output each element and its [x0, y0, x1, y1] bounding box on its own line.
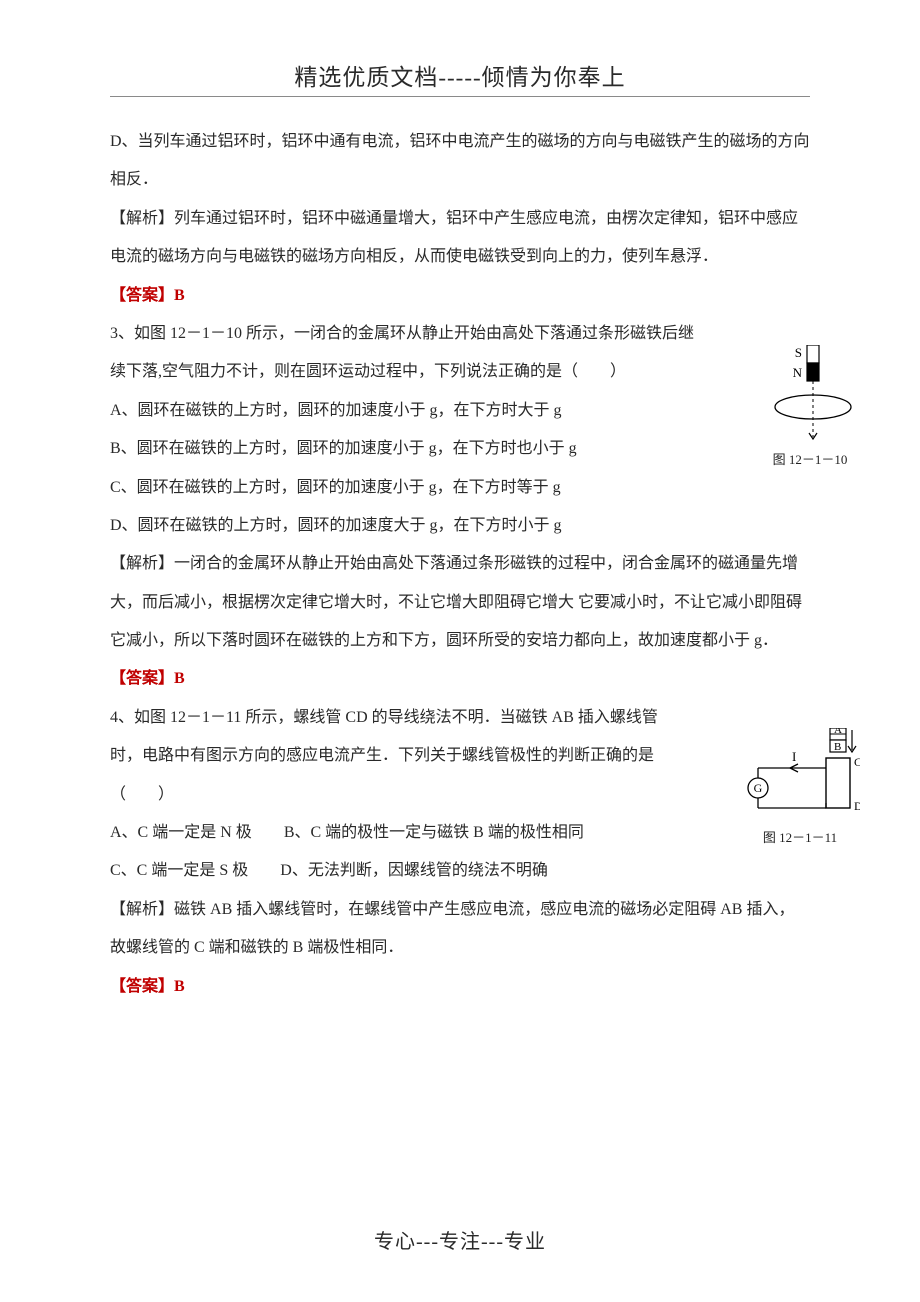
magnet-ring-icon: S N [760, 345, 860, 445]
q4-answer-value: B [174, 978, 185, 995]
page-header-title: 精选优质文档-----倾情为你奉上 [110, 58, 810, 92]
q3-option-c: C、圆环在磁铁的上方时，圆环的加速度小于 g，在下方时等于 g [110, 469, 810, 507]
q2-answer: 【答案】B [110, 277, 810, 315]
q4-stem: 4、如图 12－1－11 所示，螺线管 CD 的导线绕法不明．当磁铁 AB 插入… [110, 699, 810, 814]
header-rule [110, 96, 810, 97]
q4-option-d: D、无法判断，因螺线管的绕法不明确 [280, 862, 548, 879]
q3-analysis-label: 【解析】 [110, 555, 174, 572]
magnet-n-label: N [793, 365, 803, 380]
q4-option-c: C、C 端一定是 S 极 [110, 862, 248, 879]
q3-answer: 【答案】B [110, 660, 810, 698]
q3-option-a: A、圆环在磁铁的上方时，圆环的加速度小于 g，在下方时大于 g [110, 392, 810, 430]
q3-answer-value: B [174, 670, 185, 687]
q4-option-a: A、C 端一定是 N 极 [110, 824, 252, 841]
q3-answer-label: 【答案】 [110, 670, 174, 687]
q2-answer-label: 【答案】 [110, 287, 174, 304]
q2-analysis-text: 列车通过铝环时，铝环中磁通量增大，铝环中产生感应电流，由楞次定律知，铝环中感应电… [110, 210, 798, 265]
label-d: D [854, 799, 860, 813]
figure-12-1-10: S N 图 12－1－10 [760, 345, 860, 465]
q2-option-d: D、当列车通过铝环时，铝环中通有电流，铝环中电流产生的磁场的方向与电磁铁产生的磁… [110, 123, 810, 200]
label-a: A [834, 728, 842, 736]
page-footer: 专心---专注---专业 [0, 1225, 920, 1254]
solenoid-circuit-icon: A B C D I G [740, 728, 860, 823]
q4-answer: 【答案】B [110, 968, 810, 1006]
q4-options-row2: C、C 端一定是 S 极 D、无法判断，因螺线管的绕法不明确 [110, 852, 810, 890]
q4-option-b: B、C 端的极性一定与磁铁 B 端的极性相同 [284, 824, 584, 841]
label-c: C [854, 755, 860, 769]
q3-stem: 3、如图 12－1－10 所示，一闭合的金属环从静止开始由高处下落通过条形磁铁后… [110, 315, 810, 392]
q4-options-row1: A、C 端一定是 N 极 B、C 端的极性一定与磁铁 B 端的极性相同 [110, 814, 810, 852]
body-text: D、当列车通过铝环时，铝环中通有电流，铝环中电流产生的磁场的方向与电磁铁产生的磁… [110, 123, 810, 1006]
q3-analysis-text: 一闭合的金属环从静止开始由高处下落通过条形磁铁的过程中，闭合金属环的磁通量先增大… [110, 555, 802, 649]
figure-12-1-10-caption: 图 12－1－10 [760, 449, 860, 468]
label-b: B [834, 741, 841, 753]
magnet-s-label: S [795, 345, 802, 360]
figure-12-1-11: A B C D I G 图 12－1－11 [740, 728, 860, 843]
q3-analysis: 【解析】一闭合的金属环从静止开始由高处下落通过条形磁铁的过程中，闭合金属环的磁通… [110, 545, 810, 660]
label-i: I [792, 749, 796, 764]
page: 精选优质文档-----倾情为你奉上 S N 图 12－1－10 A B [0, 0, 920, 1302]
q3-option-d: D、圆环在磁铁的上方时，圆环的加速度大于 g，在下方时小于 g [110, 507, 810, 545]
q3-option-b: B、圆环在磁铁的上方时，圆环的加速度小于 g，在下方时也小于 g [110, 430, 810, 468]
q4-answer-label: 【答案】 [110, 978, 174, 995]
q2-analysis: 【解析】列车通过铝环时，铝环中磁通量增大，铝环中产生感应电流，由楞次定律知，铝环… [110, 200, 810, 277]
figure-12-1-11-caption: 图 12－1－11 [740, 827, 860, 846]
q4-analysis: 【解析】磁铁 AB 插入螺线管时，在螺线管中产生感应电流，感应电流的磁场必定阻碍… [110, 891, 810, 968]
q2-analysis-label: 【解析】 [110, 210, 174, 227]
q2-answer-value: B [174, 287, 185, 304]
q4-analysis-label: 【解析】 [110, 901, 174, 918]
q4-analysis-text: 磁铁 AB 插入螺线管时，在螺线管中产生感应电流，感应电流的磁场必定阻碍 AB … [110, 901, 794, 956]
label-g: G [754, 781, 763, 795]
